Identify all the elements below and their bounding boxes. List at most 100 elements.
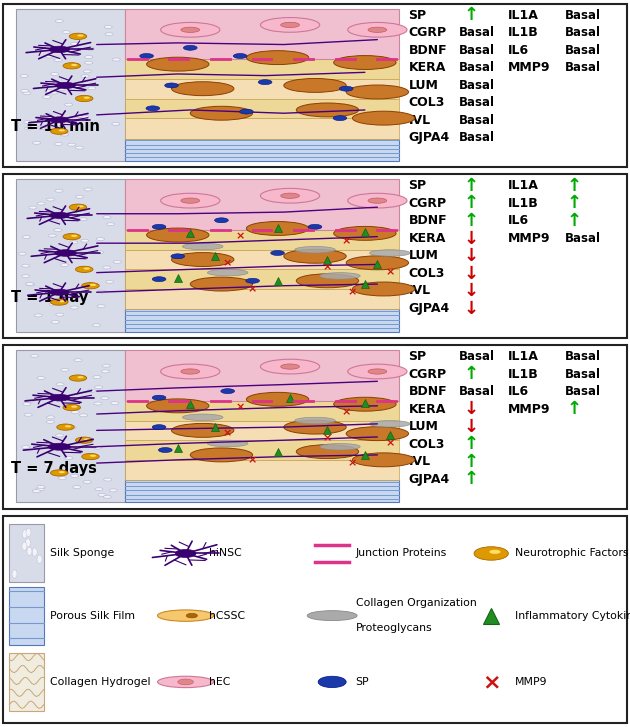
Ellipse shape xyxy=(246,222,309,236)
Ellipse shape xyxy=(340,87,353,91)
Ellipse shape xyxy=(76,437,93,443)
Ellipse shape xyxy=(58,477,66,480)
Ellipse shape xyxy=(93,376,101,379)
Text: MMP9: MMP9 xyxy=(508,232,551,245)
Text: ↑: ↑ xyxy=(566,177,581,195)
Ellipse shape xyxy=(52,217,60,220)
Ellipse shape xyxy=(21,275,30,278)
Ellipse shape xyxy=(50,73,59,76)
Text: ×: × xyxy=(223,258,232,268)
Text: Basal: Basal xyxy=(459,79,495,92)
Text: GJPA4: GJPA4 xyxy=(408,473,450,486)
Ellipse shape xyxy=(112,58,120,61)
Ellipse shape xyxy=(71,411,79,414)
Bar xyxy=(9,524,43,582)
Ellipse shape xyxy=(260,359,319,374)
Text: LUM: LUM xyxy=(408,249,438,262)
Ellipse shape xyxy=(66,294,74,297)
Bar xyxy=(125,79,399,99)
Ellipse shape xyxy=(49,47,69,52)
Ellipse shape xyxy=(334,55,396,70)
Ellipse shape xyxy=(74,115,83,118)
Text: Basal: Basal xyxy=(459,131,495,144)
Ellipse shape xyxy=(101,397,109,400)
Text: ×: × xyxy=(248,284,257,294)
Bar xyxy=(125,310,399,332)
Ellipse shape xyxy=(71,64,77,66)
Ellipse shape xyxy=(96,251,104,254)
Ellipse shape xyxy=(84,55,93,59)
Text: Basal: Basal xyxy=(564,61,600,74)
Ellipse shape xyxy=(368,27,387,33)
Ellipse shape xyxy=(333,116,347,121)
Ellipse shape xyxy=(37,377,45,379)
Text: hiNSC: hiNSC xyxy=(209,548,242,558)
Text: Basal: Basal xyxy=(459,44,495,57)
Ellipse shape xyxy=(49,302,57,305)
Ellipse shape xyxy=(49,234,56,237)
Ellipse shape xyxy=(54,228,62,232)
Ellipse shape xyxy=(49,91,57,94)
Ellipse shape xyxy=(105,33,113,36)
Ellipse shape xyxy=(30,126,38,129)
Ellipse shape xyxy=(84,268,90,270)
Ellipse shape xyxy=(346,427,408,441)
Ellipse shape xyxy=(69,33,87,39)
Text: Junction Proteins: Junction Proteins xyxy=(355,548,447,558)
Ellipse shape xyxy=(55,434,64,437)
Bar xyxy=(125,139,399,161)
Ellipse shape xyxy=(79,218,87,221)
Text: LUM: LUM xyxy=(408,79,438,92)
Text: LUM: LUM xyxy=(408,420,438,433)
Ellipse shape xyxy=(25,539,30,547)
Ellipse shape xyxy=(84,438,90,441)
Ellipse shape xyxy=(152,425,166,430)
Ellipse shape xyxy=(55,189,63,192)
Ellipse shape xyxy=(295,417,335,424)
Bar xyxy=(125,289,399,310)
Bar xyxy=(125,60,399,79)
Text: IVL: IVL xyxy=(408,284,431,297)
Ellipse shape xyxy=(281,364,299,369)
Ellipse shape xyxy=(215,218,228,222)
Text: ↓: ↓ xyxy=(463,230,479,247)
Ellipse shape xyxy=(281,193,299,198)
Ellipse shape xyxy=(50,299,68,305)
Text: ↑: ↑ xyxy=(463,435,479,454)
Ellipse shape xyxy=(59,300,65,302)
Ellipse shape xyxy=(33,141,40,144)
Ellipse shape xyxy=(175,550,196,558)
Text: CGRP: CGRP xyxy=(408,197,447,210)
Ellipse shape xyxy=(239,109,253,114)
Ellipse shape xyxy=(32,548,37,556)
Ellipse shape xyxy=(113,260,122,263)
Ellipse shape xyxy=(47,124,55,126)
Ellipse shape xyxy=(12,570,17,578)
Ellipse shape xyxy=(93,324,100,326)
Ellipse shape xyxy=(171,423,234,438)
Text: hCSSC: hCSSC xyxy=(209,611,245,621)
Ellipse shape xyxy=(71,306,78,309)
Text: ↓: ↓ xyxy=(463,247,479,265)
Ellipse shape xyxy=(152,225,166,229)
Ellipse shape xyxy=(68,426,76,429)
Ellipse shape xyxy=(62,31,70,33)
Text: Basal: Basal xyxy=(459,61,495,74)
Text: Basal: Basal xyxy=(459,350,495,364)
Ellipse shape xyxy=(271,251,284,255)
Ellipse shape xyxy=(20,75,28,78)
Ellipse shape xyxy=(47,416,55,419)
Text: T = 7 days: T = 7 days xyxy=(11,460,97,475)
Ellipse shape xyxy=(23,92,31,95)
Text: Basal: Basal xyxy=(564,385,600,398)
Ellipse shape xyxy=(82,454,99,459)
Text: Basal: Basal xyxy=(564,368,600,381)
Text: Basal: Basal xyxy=(459,385,495,398)
Text: ↑: ↑ xyxy=(463,453,479,471)
Text: ↑: ↑ xyxy=(566,194,581,212)
Ellipse shape xyxy=(178,679,193,685)
Text: Basal: Basal xyxy=(564,44,600,57)
Ellipse shape xyxy=(96,238,105,241)
Ellipse shape xyxy=(79,414,88,417)
Text: T = 10 min: T = 10 min xyxy=(11,119,100,134)
